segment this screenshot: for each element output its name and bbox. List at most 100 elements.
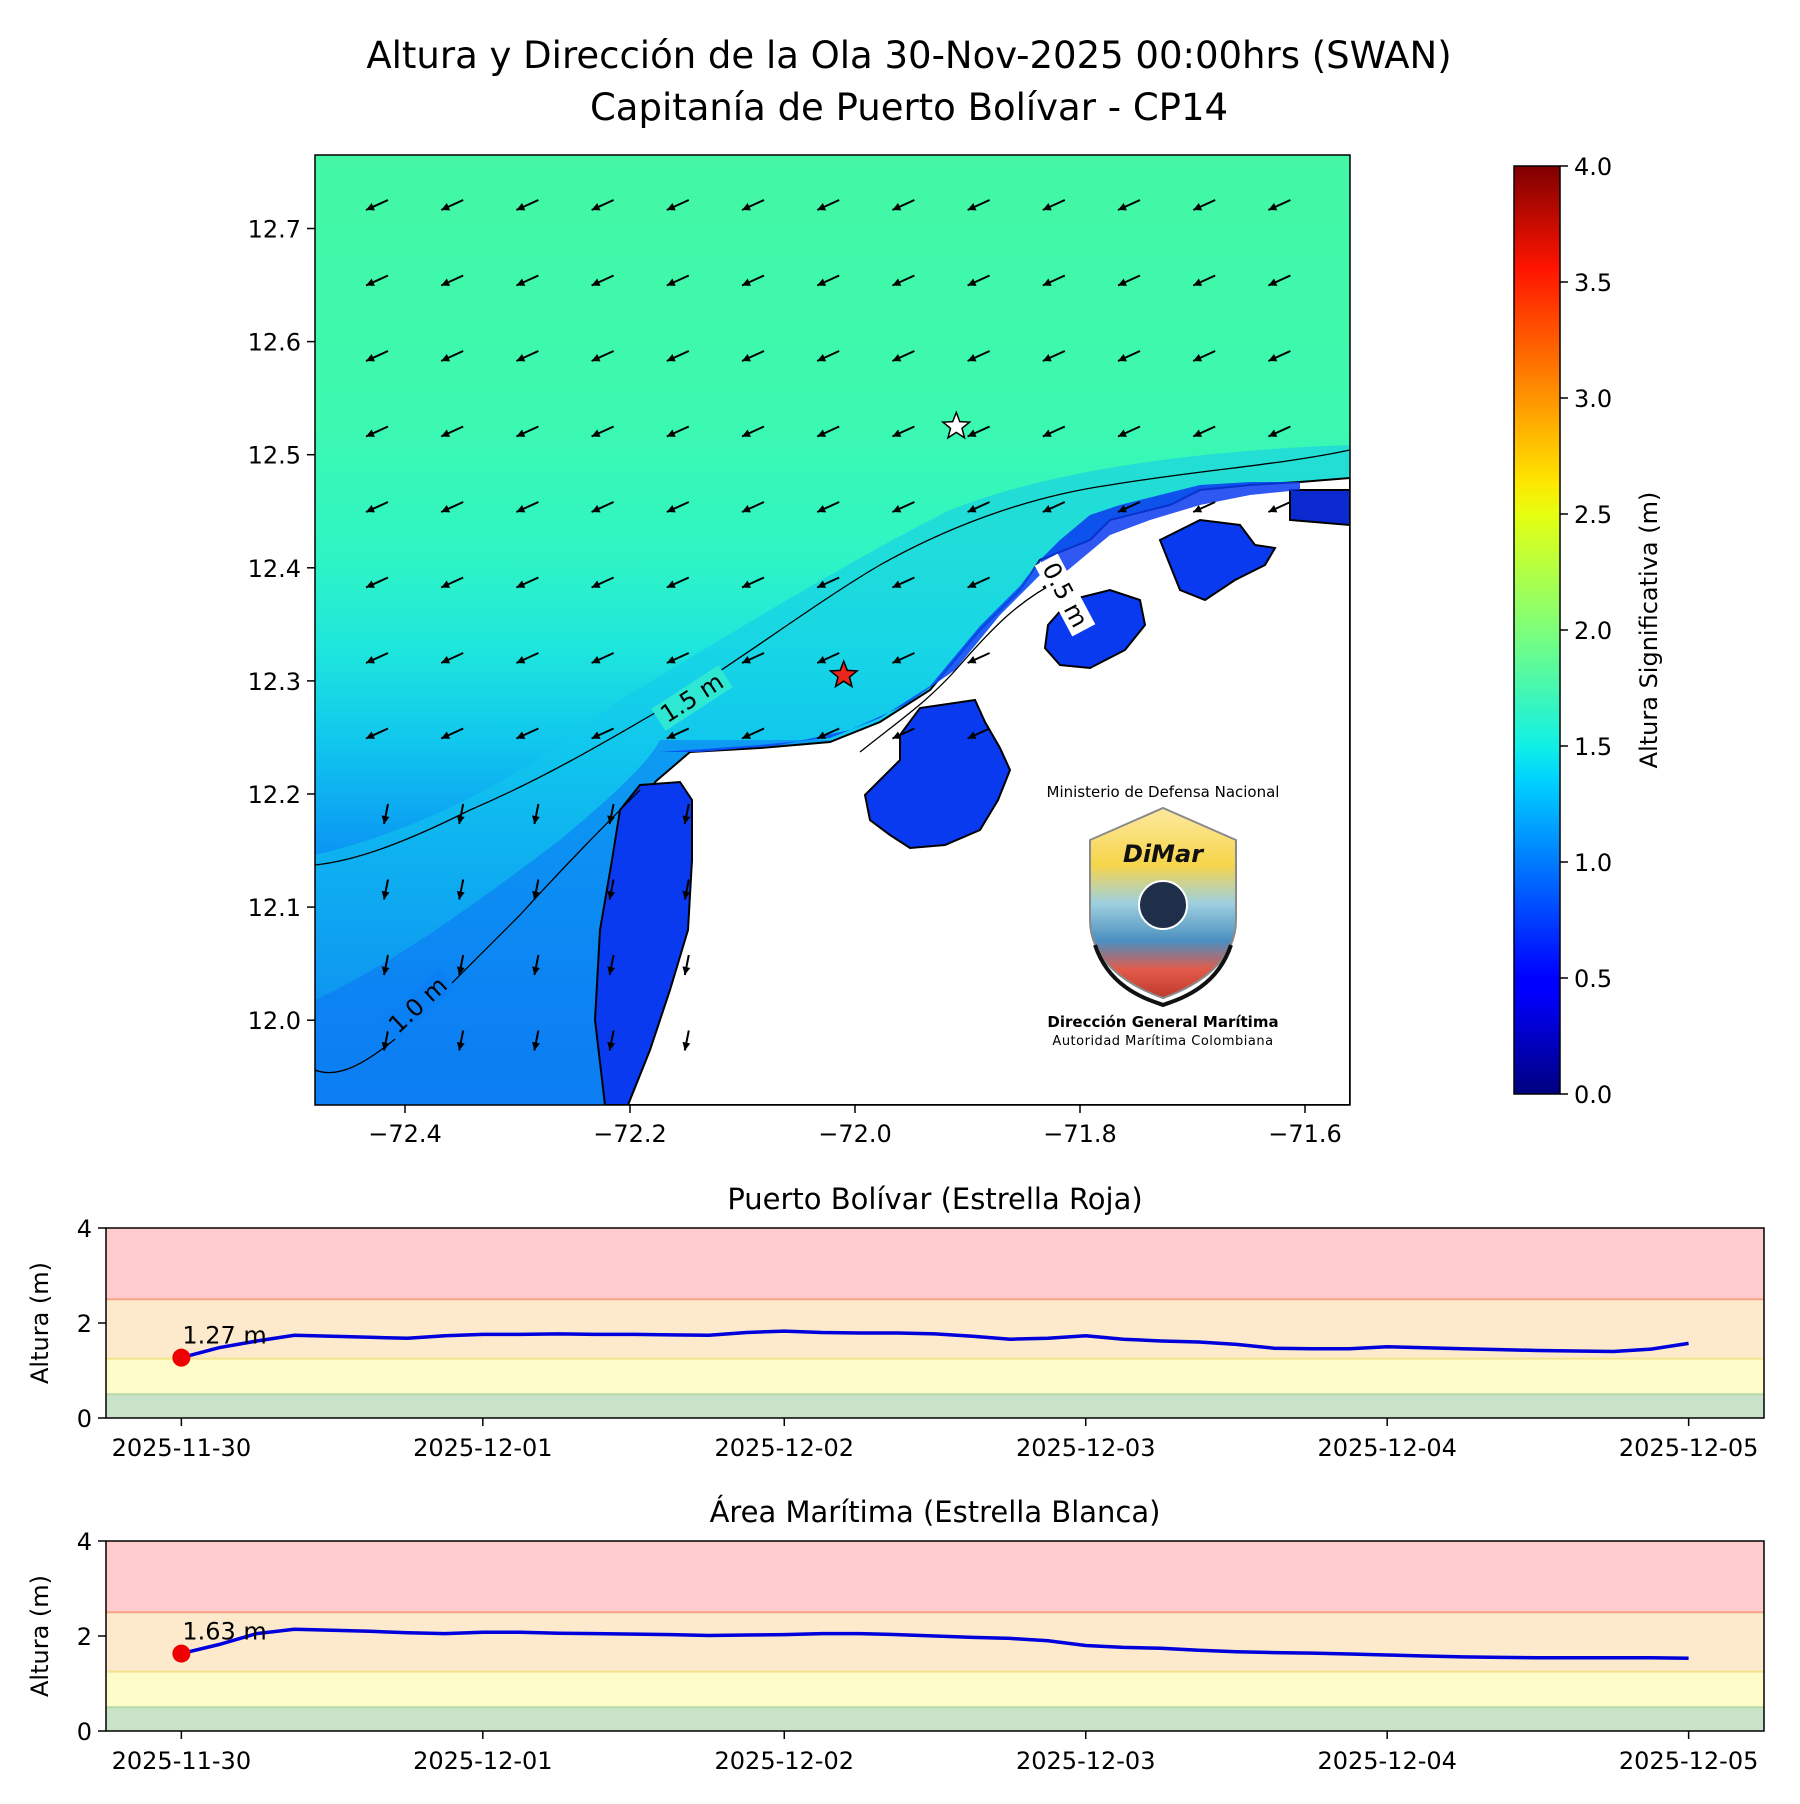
threshold-band <box>106 1707 1764 1731</box>
panel2-ylabel: Altura (m) <box>26 1575 54 1697</box>
map-coast-shelf <box>1040 482 1300 585</box>
x-tick-label: 2025-12-01 <box>413 1434 552 1462</box>
wave-arrow-head <box>967 203 977 211</box>
wave-arrow-head <box>456 815 465 824</box>
wave-arrow-head <box>1193 429 1203 437</box>
wave-arrow-head <box>381 890 390 900</box>
threshold-band <box>106 1612 1764 1672</box>
wave-arrow-head <box>892 580 902 588</box>
contour-label-bg-1-0 <box>379 968 457 1042</box>
wave-arrow-head <box>591 203 601 211</box>
map-y-axis: 12.0 12.1 12.2 12.3 12.4 12.5 12.6 12.7 <box>248 216 315 1035</box>
figure-title-line2: Capitanía de Puerto Bolívar - CP14 <box>590 86 1228 129</box>
logo-ministry: Ministerio de Defensa Nacional <box>1047 783 1280 801</box>
wave-arrow-head <box>516 429 526 437</box>
wave-arrow-head <box>366 580 375 588</box>
wave-arrow-head <box>666 731 676 739</box>
wave-arrow-head <box>591 731 601 739</box>
y-tick-label: 4 <box>77 1528 92 1556</box>
panel1-ylabel: Altura (m) <box>26 1262 54 1384</box>
map-y-tick-label: 12.2 <box>248 781 301 809</box>
panel1-series-line <box>180 1329 1689 1360</box>
threshold-band <box>106 1228 1764 1300</box>
wave-arrow-head <box>1042 203 1052 211</box>
map-coast-strip <box>660 560 1040 752</box>
map-y-tick-label: 12.5 <box>248 442 301 470</box>
wave-arrow-head <box>817 656 827 664</box>
wave-arrow-head <box>441 731 451 739</box>
wave-arrow-head <box>381 1041 390 1051</box>
wave-arrow-head <box>742 429 751 437</box>
wave-arrow-head <box>682 1041 691 1051</box>
wave-arrow-head <box>516 580 526 588</box>
wave-arrow-head <box>682 966 691 975</box>
x-tick-label: 2025-11-30 <box>112 1434 251 1462</box>
map-y-tick-label: 12.0 <box>248 1007 301 1035</box>
wave-arrow-head <box>892 278 902 286</box>
wave-arrow-head <box>1268 429 1278 437</box>
colorbar-tick-label: 2.5 <box>1574 501 1612 529</box>
logo-emblem-icon <box>1138 880 1188 930</box>
wave-arrow-head <box>591 278 601 286</box>
wave-arrow-head <box>366 203 375 211</box>
threshold-band <box>106 1394 1764 1418</box>
timeseries-area-maritima: Área Marítima (Estrella Blanca) 1.63 m 2… <box>26 1495 1765 1775</box>
colorbar-tick-label: 2.0 <box>1574 617 1612 645</box>
panel2-current-point <box>172 1644 191 1663</box>
x-tick-label: 2025-11-30 <box>112 1747 251 1775</box>
wave-arrow-head <box>366 429 375 437</box>
wave-arrow-head <box>366 278 375 286</box>
map-y-tick-label: 12.1 <box>248 894 301 922</box>
wave-arrow-head <box>1118 278 1127 286</box>
wave-arrow-head <box>607 966 616 975</box>
x-tick-label: 2025-12-04 <box>1317 1434 1456 1462</box>
wave-arrow-head <box>456 966 465 975</box>
wave-arrow-head <box>1042 429 1052 437</box>
panel2-bands <box>106 1541 1764 1731</box>
wave-arrow-head <box>591 656 601 664</box>
map-x-tick-label: −72.4 <box>368 1120 442 1148</box>
colorbar-label: Altura Significativa (m) <box>1635 492 1663 769</box>
map-x-axis: −72.4 −72.2 −72.0 −71.8 −71.6 <box>368 1105 1342 1148</box>
wave-arrow-head <box>607 890 616 900</box>
map-x-tick-label: −72.0 <box>818 1120 892 1148</box>
map-corner-ne <box>1289 489 1350 527</box>
colorbar-tick-label: 0.5 <box>1574 965 1612 993</box>
wave-arrow-head <box>532 890 540 900</box>
wave-arrow-head <box>1193 203 1203 211</box>
x-tick-label: 2025-12-03 <box>1016 1434 1155 1462</box>
wave-arrow-head <box>532 966 540 975</box>
panel1-title: Puerto Bolívar (Estrella Roja) <box>727 1182 1142 1216</box>
wave-arrow-head <box>892 354 902 362</box>
y-tick-label: 2 <box>77 1310 92 1338</box>
wave-arrow-head <box>742 354 751 362</box>
wave-arrow-head <box>666 429 676 437</box>
map-shallow-spit <box>593 780 693 1105</box>
wave-arrow-head <box>666 505 676 513</box>
wave-arrow-head <box>892 731 902 739</box>
wave-arrow-head <box>892 656 902 664</box>
threshold-band <box>106 1541 1764 1613</box>
colorbar-tick-label: 4.0 <box>1574 153 1612 181</box>
wave-arrow-head <box>892 505 902 513</box>
colorbar-tick-label: 3.5 <box>1574 269 1612 297</box>
wave-arrow-head <box>967 505 977 513</box>
x-tick-label: 2025-12-02 <box>715 1747 854 1775</box>
wave-arrow-head <box>381 966 390 975</box>
colorbar-gradient <box>1513 165 1561 1095</box>
marker-red-star <box>828 659 860 689</box>
threshold-band <box>106 1671 1764 1708</box>
wave-arrow-head <box>441 656 451 664</box>
colorbar: 0.0 0.5 1.0 1.5 2.0 2.5 3.0 3.5 4.0 Altura Signi… <box>1513 153 1663 1109</box>
wave-arrow-head <box>892 203 902 211</box>
wave-arrow-head <box>817 278 827 286</box>
wave-arrow-head <box>1042 505 1052 513</box>
wave-arrow-head <box>441 429 451 437</box>
wave-arrow-head <box>967 278 977 286</box>
wave-arrow-head <box>441 580 451 588</box>
wave-arrow-head <box>892 429 902 437</box>
wave-arrow-head <box>532 1041 540 1051</box>
wave-arrow-head <box>516 203 526 211</box>
